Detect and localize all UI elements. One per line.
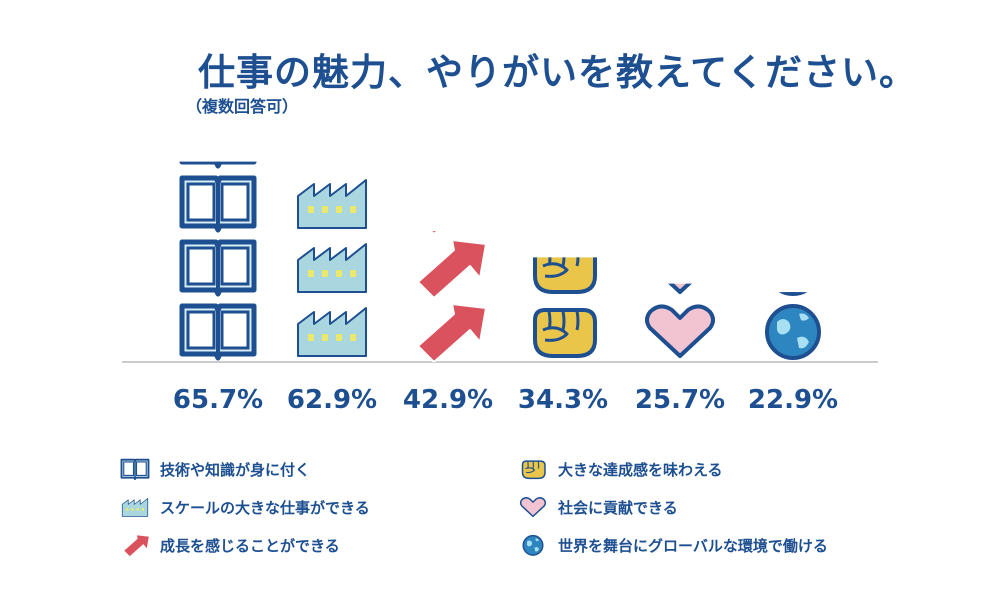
globe-icon xyxy=(778,292,808,296)
bar-globe xyxy=(765,292,821,360)
legend-label: 成長を感じることができる xyxy=(160,536,340,555)
factory-icon xyxy=(297,307,367,357)
value-label: 34.3% xyxy=(518,385,608,415)
value-label: 25.7% xyxy=(635,385,725,415)
globe-icon xyxy=(765,304,821,360)
bar-factory xyxy=(297,179,367,357)
factory-icon xyxy=(121,498,149,517)
legend-item: 大きな達成感を味わえる xyxy=(518,456,723,482)
globe-icon xyxy=(522,534,544,556)
fist-icon xyxy=(521,460,546,480)
chart-title: 仕事の魅力、やりがいを教えてください。 xyxy=(198,51,918,94)
arrow-icon xyxy=(417,239,487,299)
heart-icon xyxy=(645,304,715,358)
legend-item: 社会に貢献できる xyxy=(518,494,678,520)
value-label: 42.9% xyxy=(403,385,493,415)
legend-label: スケールの大きな仕事ができる xyxy=(160,498,370,517)
heart-icon xyxy=(668,283,692,294)
legend-label: 社会に貢献できる xyxy=(558,498,678,517)
fist-icon xyxy=(533,257,597,294)
factory-icon xyxy=(297,243,367,293)
value-label: 65.7% xyxy=(173,385,263,415)
heart-icon xyxy=(519,497,547,518)
fist-icon xyxy=(533,308,597,358)
legend-item: 技術や知識が身に付く xyxy=(120,456,310,482)
arrow-icon xyxy=(417,303,487,362)
legend-item: 世界を舞台にグローバルな環境で働ける xyxy=(518,532,828,558)
factory-icon xyxy=(297,179,367,229)
book-icon xyxy=(179,175,257,233)
legend-item: 成長を感じることができる xyxy=(120,532,340,558)
arrow-icon xyxy=(429,231,439,235)
arrow-icon xyxy=(123,534,150,557)
bar-arrow xyxy=(417,231,487,362)
chart-subtitle: （複数回答可） xyxy=(186,97,299,116)
legend-label: 大きな達成感を味わえる xyxy=(558,460,723,479)
book-icon xyxy=(179,239,257,297)
legend-label: 世界を舞台にグローバルな環境で働ける xyxy=(558,536,828,555)
value-label: 62.9% xyxy=(287,385,377,415)
legend-label: 技術や知識が身に付く xyxy=(160,460,311,479)
bar-heart xyxy=(645,283,715,358)
book-icon xyxy=(179,303,257,361)
value-label: 22.9% xyxy=(748,385,838,415)
legend-item: スケールの大きな仕事ができる xyxy=(120,494,370,520)
book-icon xyxy=(120,458,150,481)
book-icon xyxy=(179,161,257,169)
bar-book xyxy=(179,161,257,361)
bar-fist xyxy=(533,257,597,358)
